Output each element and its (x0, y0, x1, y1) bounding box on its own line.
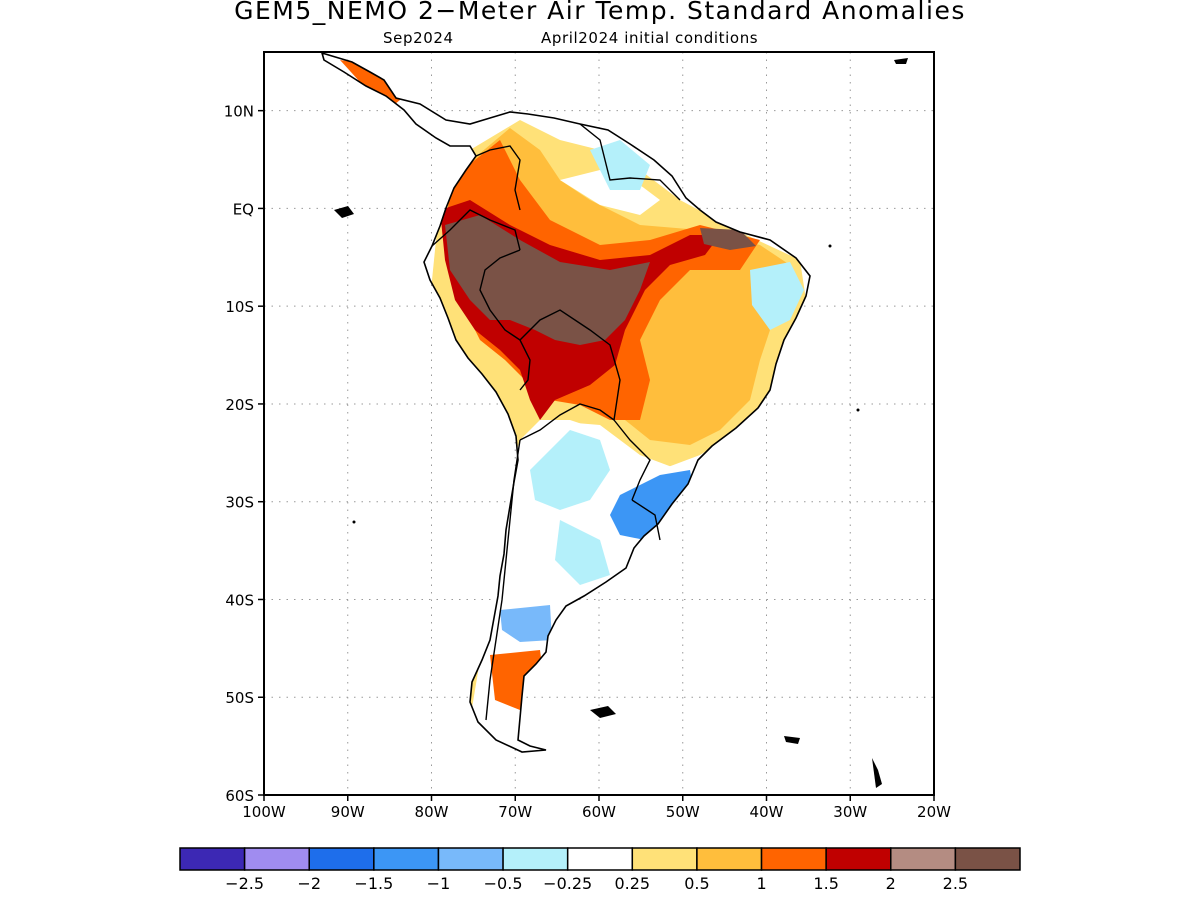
colorbar-swatch (179, 847, 246, 871)
border-colombia-venezuela (475, 145, 521, 211)
longitude-tick-label: 100W (242, 803, 286, 821)
colorbar-swatch (631, 847, 698, 871)
colorbar-label: −0.25 (543, 874, 592, 893)
colorbar: −2.5 −2 −1.5 −1 −0.5 −0.25 0.25 0.5 1 1.5 2 2.5 (179, 847, 1021, 893)
colorbar-label: −2.5 (225, 874, 264, 893)
colorbar-label: 2.5 (943, 874, 968, 893)
anomaly-minus-0.25-guiana-region (590, 140, 650, 190)
longitude-tick-label: 80W (415, 803, 449, 821)
map-frame-group: 10N EQ 10S 20S 30S 40S 50S 60S 100W 90W 80W 70W 60W… (224, 51, 951, 821)
longitude-tick-label: 70W (498, 803, 532, 821)
trindade-island (856, 408, 860, 412)
latitude-tick-label: 30S (225, 494, 254, 512)
galapagos-islands (334, 206, 354, 218)
anomaly-minus-0.25-south-region (555, 520, 610, 585)
longitude-tick-label: 50W (666, 803, 700, 821)
border-paraguay-brazil (613, 419, 651, 501)
juan-fernandez-island (352, 520, 356, 524)
falkland-islands (590, 706, 616, 718)
latitude-tick-label: 10N (224, 103, 254, 121)
border-ecuador-peru-colombia (431, 209, 521, 251)
anomaly-minus-0.5-patagonia-region (500, 605, 552, 642)
colorbar-swatch (890, 847, 957, 871)
colorbar-swatch (696, 847, 763, 871)
anomaly-2.5-region (445, 215, 650, 345)
colorbar-label: 1.5 (813, 874, 838, 893)
colorbar-swatch (566, 847, 634, 871)
border-bolivia-paraguay-argentina (519, 403, 615, 441)
border-peru-brazil (479, 249, 531, 391)
anomaly-minus-0.25-east-region (750, 262, 804, 330)
colorbar-label: −2 (297, 874, 321, 893)
latitude-tick-label: 40S (225, 591, 254, 609)
colorbar-swatch (243, 847, 310, 871)
near-zero-north-region (560, 170, 660, 215)
south-sandwich-islands (872, 758, 882, 788)
colorbar-label: 2 (886, 874, 896, 893)
atlantic-islands-north (894, 58, 908, 64)
colorbar-swatch (954, 847, 1021, 871)
valid-month-label: Sep2024 (383, 29, 454, 47)
colorbar-swatch (373, 847, 440, 871)
latitude-tick-label: 10S (225, 298, 254, 316)
chart-title: GEM5_NEMO 2−Meter Air Temp. Standard Ano… (234, 0, 966, 25)
anomaly-minus-0.25-region (530, 430, 610, 510)
latitude-tick-label: 50S (225, 689, 254, 707)
longitude-tick-label: 40W (750, 803, 784, 821)
south-georgia-island (784, 736, 800, 744)
colorbar-label: 0.25 (614, 874, 650, 893)
colorbar-label: 1 (756, 874, 766, 893)
longitude-tick-label: 90W (331, 803, 365, 821)
longitude-axis: 100W 90W 80W 70W 60W 50W 40W 30W 20W (242, 795, 951, 821)
islands (334, 58, 908, 788)
border-uruguay (631, 499, 661, 541)
colorbar-swatch (308, 847, 375, 871)
colorbar-swatch (437, 847, 504, 871)
colorbar-label: −1 (427, 874, 451, 893)
colorbar-swatch (825, 847, 892, 871)
colorbar-label: 0.5 (684, 874, 709, 893)
longitude-tick-label: 20W (917, 803, 951, 821)
colorbar-swatch (502, 847, 569, 871)
anomaly-2.5-northeast-region (700, 228, 756, 250)
latitude-tick-label: 60S (225, 787, 254, 805)
border-guianas (579, 123, 681, 201)
longitude-tick-label: 30W (833, 803, 867, 821)
longitude-tick-label: 60W (582, 803, 616, 821)
latitude-tick-label: EQ (233, 200, 254, 218)
fernando-de-noronha-island (828, 244, 832, 248)
colorbar-label: −1.5 (354, 874, 393, 893)
latitude-axis: 10N EQ 10S 20S 30S 40S 50S 60S (224, 103, 264, 805)
border-bolivia-brazil (519, 309, 621, 421)
colorbar-swatch (760, 847, 827, 871)
initial-conditions-label: April2024 initial conditions (541, 29, 759, 47)
latitude-tick-label: 20S (225, 396, 254, 414)
colorbar-label: −0.5 (484, 874, 523, 893)
anomaly-minus-1-region (610, 470, 695, 540)
continent-coastline (320, 51, 811, 753)
